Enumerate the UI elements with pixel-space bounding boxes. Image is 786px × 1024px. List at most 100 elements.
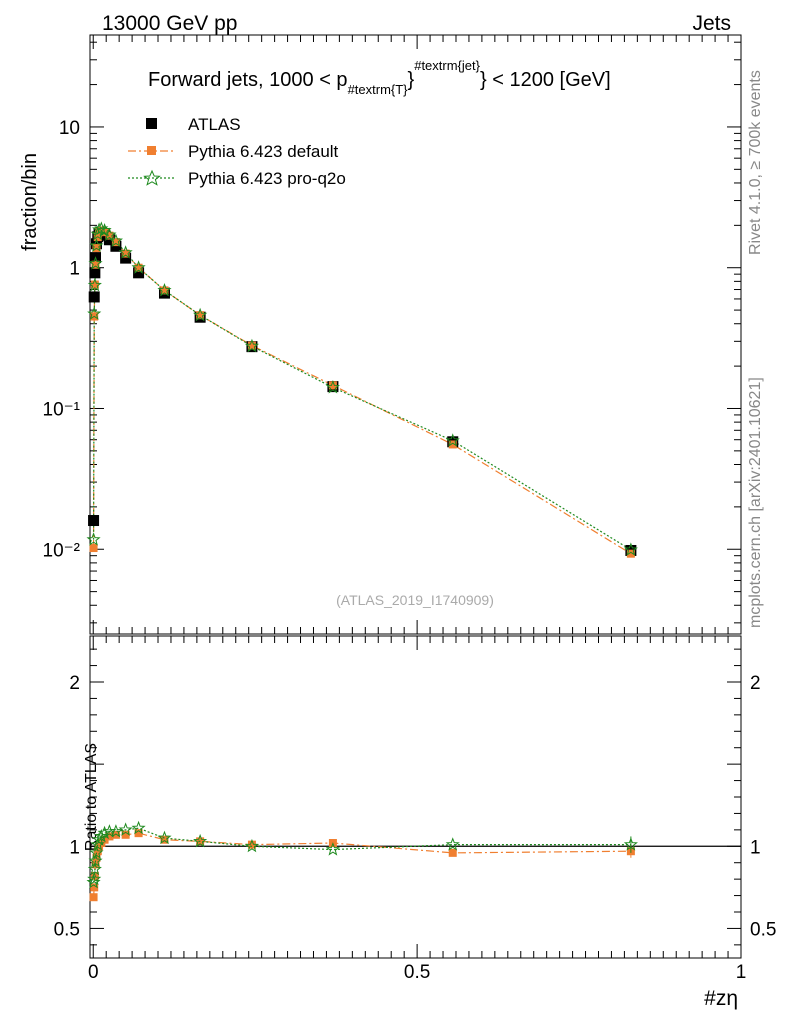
ratio-y-tick-label-right: 0.5 (750, 919, 776, 940)
main-point-atlas (133, 267, 145, 279)
legend: ATLAS Pythia 6.423 default Pythia 6.423 … (128, 115, 346, 188)
ratio-point-pythia-6-423-pro-q2o (118, 822, 133, 836)
source-label: mcplots.cern.ch [arXiv:2401.10621] (747, 377, 764, 628)
ratio-y-tick-label-right: 1 (750, 837, 761, 858)
ratio-y-tick-label-right: 2 (750, 673, 761, 694)
main-point-atlas (90, 238, 102, 250)
main-point-pythia-6-423-default (105, 231, 114, 240)
main-point-pythia-6-423-default (111, 238, 120, 247)
x-tick-label: 0.5 (404, 962, 430, 983)
main-point-atlas (103, 234, 115, 246)
ratio-point-pythia-6-423-default (105, 832, 114, 841)
legend-marker-default (147, 146, 156, 155)
main-point-pythia-6-423-pro-q2o (88, 256, 103, 270)
main-point-atlas (120, 252, 132, 264)
marks-layer (86, 221, 638, 902)
legend-label-proq2o: Pythia 6.423 pro-q2o (188, 169, 346, 188)
x-tick-label: 1 (736, 962, 747, 983)
ratio-point-pythia-6-423-pro-q2o (157, 830, 172, 845)
ratio-point-pythia-6-423-pro-q2o (91, 832, 107, 846)
main-series-line-2 (92, 228, 632, 551)
main-point-pythia-6-423-pro-q2o (87, 277, 102, 292)
title-prefix: Forward jets, 1000 < p (148, 69, 348, 91)
main-point-pythia-6-423-pro-q2o (157, 282, 172, 297)
ratio-point-pythia-6-423-default (247, 840, 256, 849)
main-point-atlas (88, 515, 100, 527)
main-point-pythia-6-423-pro-q2o (87, 306, 102, 320)
header-jets-label: Jets (692, 12, 731, 35)
main-point-pythia-6-423-default (247, 341, 256, 350)
legend-label-atlas: ATLAS (188, 115, 241, 134)
chart-title: Forward jets, 1000 < p#textrm{T}}#textrm… (148, 58, 611, 97)
ratio-point-pythia-6-423-default (448, 848, 457, 857)
main-series-line-1 (92, 229, 632, 555)
ratio-point-pythia-6-423-pro-q2o (131, 820, 146, 835)
ratio-point-pythia-6-423-default (160, 835, 169, 844)
ratio-point-pythia-6-423-default (134, 829, 143, 838)
axes-layer: 0 0.5 1 10 1 10⁻¹ 10⁻² 0.5 0.5 1 1 2 2 (43, 35, 776, 983)
main-point-pythia-6-423-default (196, 311, 205, 320)
main-y-tick-label: 10⁻¹ (43, 399, 81, 420)
title-subscript: #textrm{T} (348, 82, 409, 97)
main-point-pythia-6-423-pro-q2o (108, 233, 123, 247)
main-point-pythia-6-423-default (91, 260, 100, 269)
main-point-pythia-6-423-pro-q2o (244, 338, 260, 353)
main-point-pythia-6-423-default (448, 440, 457, 449)
ratio-point-pythia-6-423-pro-q2o (244, 838, 260, 853)
legend-label-default: Pythia 6.423 default (188, 142, 339, 161)
ratio-y-tick-label: 2 (69, 673, 80, 694)
main-point-pythia-6-423-default (134, 263, 143, 272)
main-point-atlas (89, 267, 101, 279)
main-point-pythia-6-423-default (160, 286, 169, 295)
ratio-y-tick-label: 0.5 (54, 919, 80, 940)
main-point-pythia-6-423-default (89, 544, 98, 553)
main-point-pythia-6-423-pro-q2o (118, 245, 133, 259)
main-point-pythia-6-423-pro-q2o (102, 227, 117, 241)
rivet-version-label: Rivet 4.1.0, ≥ 700k events (747, 70, 764, 255)
analysis-watermark: (ATLAS_2019_I1740909) (336, 592, 494, 608)
ratio-point-pythia-6-423-default (111, 830, 120, 839)
ratio-point-pythia-6-423-pro-q2o (108, 824, 123, 838)
header-energy-label: 13000 GeV pp (102, 12, 237, 35)
main-point-pythia-6-423-pro-q2o (325, 380, 340, 394)
main-point-pythia-6-423-pro-q2o (131, 260, 146, 274)
ratio-point-pythia-6-423-pro-q2o (87, 871, 102, 886)
main-point-pythia-6-423-default (626, 549, 635, 558)
main-point-pythia-6-423-pro-q2o (86, 532, 101, 546)
ratio-series-line-1 (92, 827, 631, 883)
title-superscript: #textrm{jet} (414, 58, 480, 73)
ratio-y-tick-label: 1 (69, 837, 80, 858)
title-suffix: } < 1200 [GeV] (480, 69, 611, 91)
main-point-pythia-6-423-pro-q2o (445, 433, 460, 447)
ratio-point-pythia-6-423-default (121, 830, 130, 839)
main-point-pythia-6-423-default (90, 280, 99, 289)
ratio-point-pythia-6-423-pro-q2o (94, 829, 109, 843)
ratio-panel-frame (89, 635, 742, 959)
ratio-point-pythia-6-423-pro-q2o (325, 842, 340, 856)
x-tick-label: 0 (88, 962, 99, 983)
ratio-point-pythia-6-423-pro-q2o (87, 861, 102, 876)
main-point-pythia-6-423-default (121, 249, 130, 258)
ratio-series-line-0 (92, 832, 631, 898)
main-point-atlas (110, 240, 122, 252)
legend-marker-proq2o (143, 169, 161, 186)
main-y-tick-label: 10 (59, 118, 80, 139)
ratio-point-pythia-6-423-pro-q2o (88, 853, 103, 868)
main-y-axis-label: fraction/bin (19, 153, 41, 251)
main-point-pythia-6-423-pro-q2o (623, 542, 638, 556)
ratio-point-pythia-6-423-pro-q2o (97, 825, 112, 840)
x-axis-label: #zη (704, 987, 738, 1010)
main-point-pythia-6-423-pro-q2o (89, 238, 104, 252)
ratio-point-pythia-6-423-pro-q2o (193, 833, 208, 848)
main-point-pythia-6-423-pro-q2o (193, 307, 208, 322)
legend-marker-atlas (146, 118, 157, 129)
ratio-point-pythia-6-423-pro-q2o (86, 875, 101, 889)
ratio-point-pythia-6-423-pro-q2o (445, 837, 460, 851)
ratio-point-pythia-6-423-default (89, 893, 98, 902)
ratio-point-pythia-6-423-pro-q2o (623, 837, 638, 851)
ratio-point-pythia-6-423-pro-q2o (89, 845, 104, 859)
main-y-tick-label: 10⁻² (43, 540, 81, 561)
ratio-point-pythia-6-423-default (90, 883, 99, 892)
main-y-tick-label: 1 (69, 259, 80, 280)
